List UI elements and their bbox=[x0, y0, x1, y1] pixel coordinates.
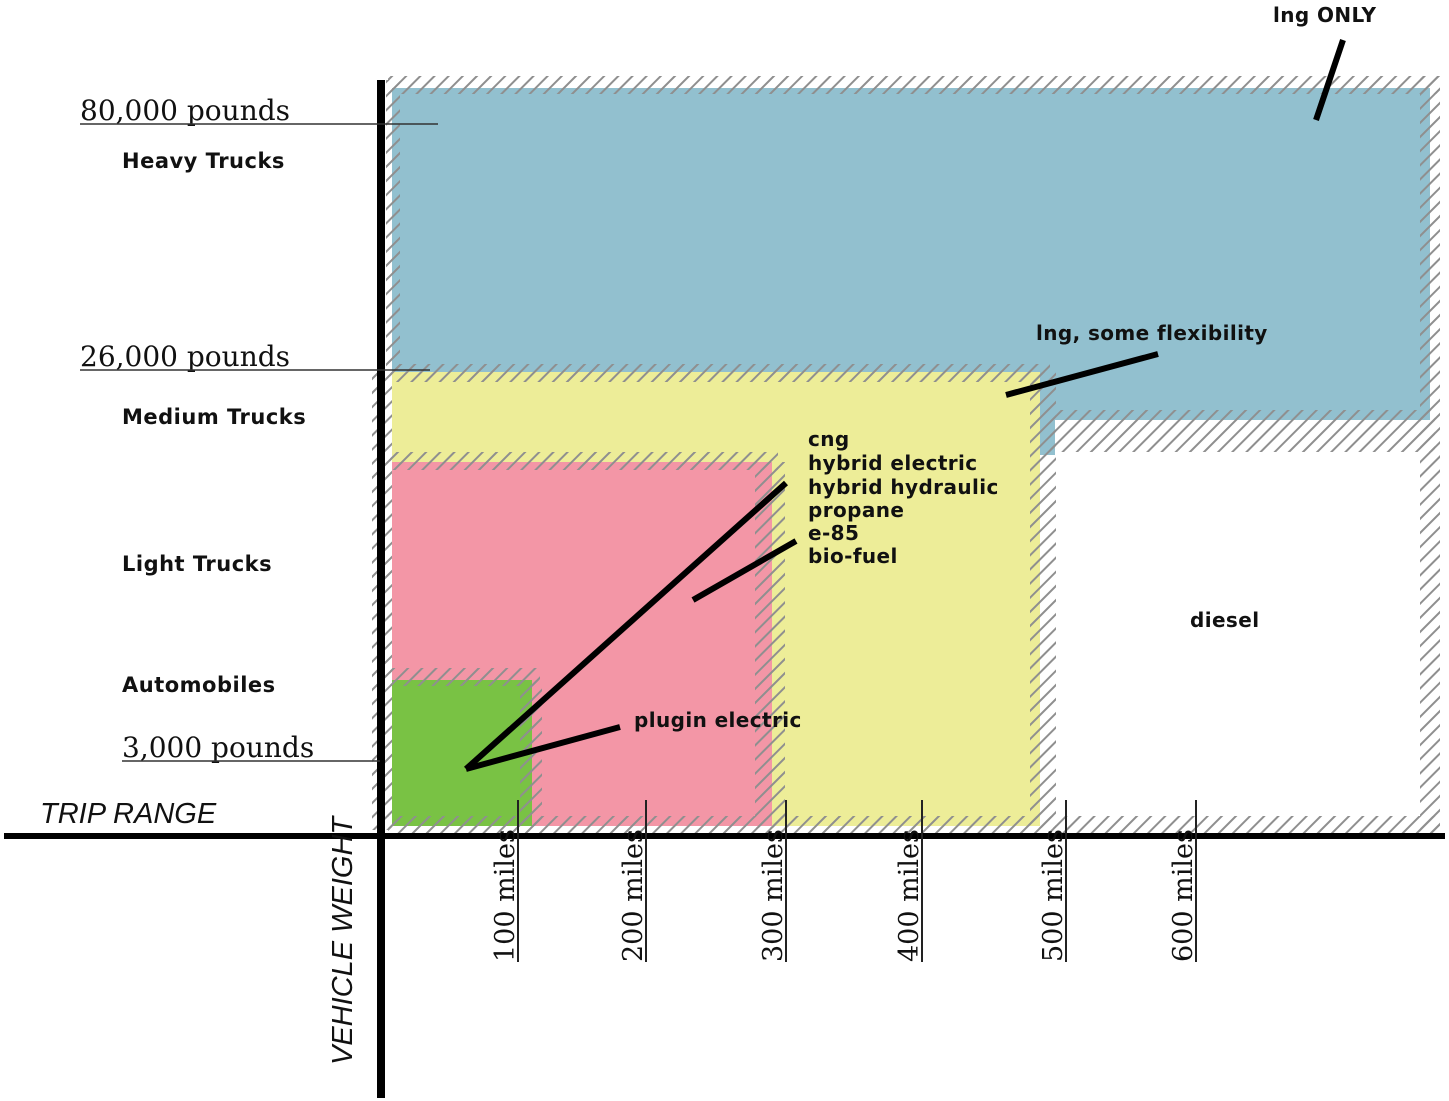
y-axis-title: VEHICLE WEIGHT bbox=[327, 815, 359, 1065]
label-light-trucks: Light Trucks bbox=[122, 552, 272, 576]
category-labels: Heavy Trucks Medium Trucks Light Trucks … bbox=[122, 149, 306, 697]
label-medium-trucks: Medium Trucks bbox=[122, 405, 306, 429]
plugin-electric-region bbox=[392, 680, 532, 826]
label-3000: 3,000 pounds bbox=[122, 731, 314, 764]
border-light-right bbox=[755, 462, 785, 828]
label-lng-flex: lng, some flexibility bbox=[1036, 321, 1268, 345]
mile-tick-label: 200 miles bbox=[618, 829, 649, 962]
label-e85: e-85 bbox=[808, 521, 859, 545]
label-hybrid-hydraulic: hybrid hydraulic bbox=[808, 475, 999, 499]
label-hybrid-electric: hybrid electric bbox=[808, 451, 978, 475]
border-diesel-top bbox=[1050, 410, 1435, 452]
mile-tick-label: 100 miles bbox=[490, 829, 521, 962]
label-26000: 26,000 pounds bbox=[80, 340, 290, 373]
border-medium-top bbox=[390, 364, 1050, 382]
mile-tick-label: 600 miles bbox=[1168, 829, 1199, 962]
label-plugin-electric: plugin electric bbox=[634, 708, 802, 732]
border-right bbox=[1420, 76, 1440, 836]
label-80000: 80,000 pounds bbox=[80, 94, 290, 127]
border-light-top bbox=[390, 452, 778, 470]
mile-tick-label: 300 miles bbox=[758, 829, 789, 962]
mile-tick-label: 400 miles bbox=[894, 829, 925, 962]
mile-tick-label: 500 miles bbox=[1038, 829, 1069, 962]
label-bio-fuel: bio-fuel bbox=[808, 544, 898, 568]
border-auto-top bbox=[390, 668, 540, 686]
x-axis-title: TRIP RANGE bbox=[40, 798, 217, 830]
label-diesel: diesel bbox=[1190, 608, 1259, 632]
label-automobiles: Automobiles bbox=[122, 673, 276, 697]
diesel-region bbox=[1055, 445, 1420, 825]
label-cng: cng bbox=[808, 427, 850, 451]
border-top bbox=[388, 76, 1440, 94]
label-heavy-trucks: Heavy Trucks bbox=[122, 149, 285, 173]
label-propane: propane bbox=[808, 498, 904, 522]
label-lng-only: lng ONLY bbox=[1273, 3, 1377, 27]
